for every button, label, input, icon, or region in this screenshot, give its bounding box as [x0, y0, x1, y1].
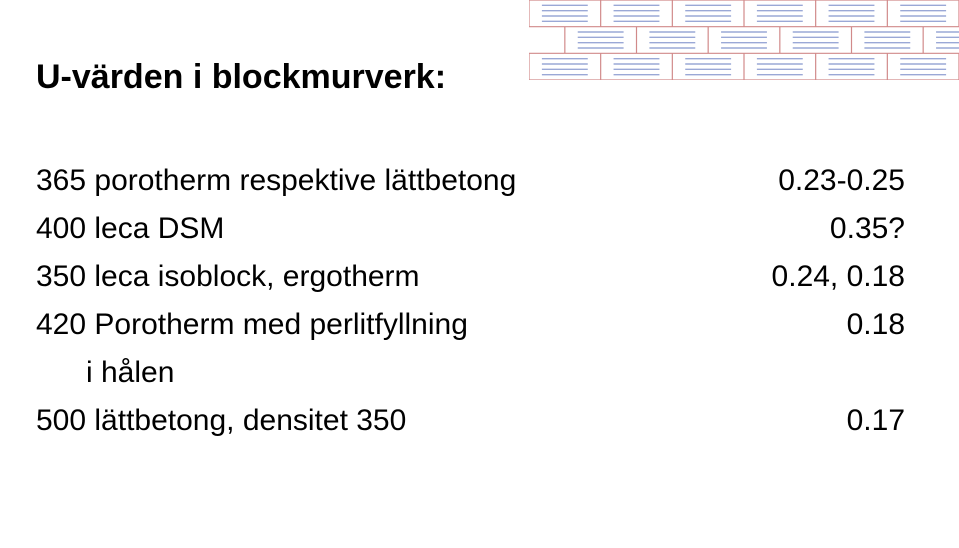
row-value: 0.24, 0.18: [772, 253, 923, 301]
table-row: 420 Porotherm med perlitfyllning 0.18: [36, 301, 923, 349]
row-value: 0.35?: [830, 205, 923, 253]
table-row: i hålen: [36, 349, 923, 397]
row-label: 400 leca DSM: [36, 205, 224, 253]
document-page: U-värden i blockmurverk: 365 porotherm r…: [0, 0, 959, 548]
row-label: 420 Porotherm med perlitfyllning: [36, 301, 468, 349]
row-value: 0.23-0.25: [778, 157, 923, 205]
table-row: 400 leca DSM 0.35?: [36, 205, 923, 253]
table-row: 365 porotherm respektive lättbetong 0.23-…: [36, 157, 923, 205]
row-label: 365 porotherm respektive lättbetong: [36, 157, 516, 205]
row-value: 0.17: [847, 397, 923, 445]
row-label: 500 lättbetong, densitet 350: [36, 397, 406, 445]
data-table: 365 porotherm respektive lättbetong 0.23-…: [36, 157, 923, 445]
row-label: i hålen: [36, 349, 174, 397]
table-row: 500 lättbetong, densitet 350 0.17: [36, 397, 923, 445]
row-value: 0.18: [847, 301, 923, 349]
brick-diagram: [529, 0, 959, 80]
table-row: 350 leca isoblock, ergotherm 0.24, 0.18: [36, 253, 923, 301]
row-label: 350 leca isoblock, ergotherm: [36, 253, 420, 301]
row-value: [905, 349, 923, 397]
